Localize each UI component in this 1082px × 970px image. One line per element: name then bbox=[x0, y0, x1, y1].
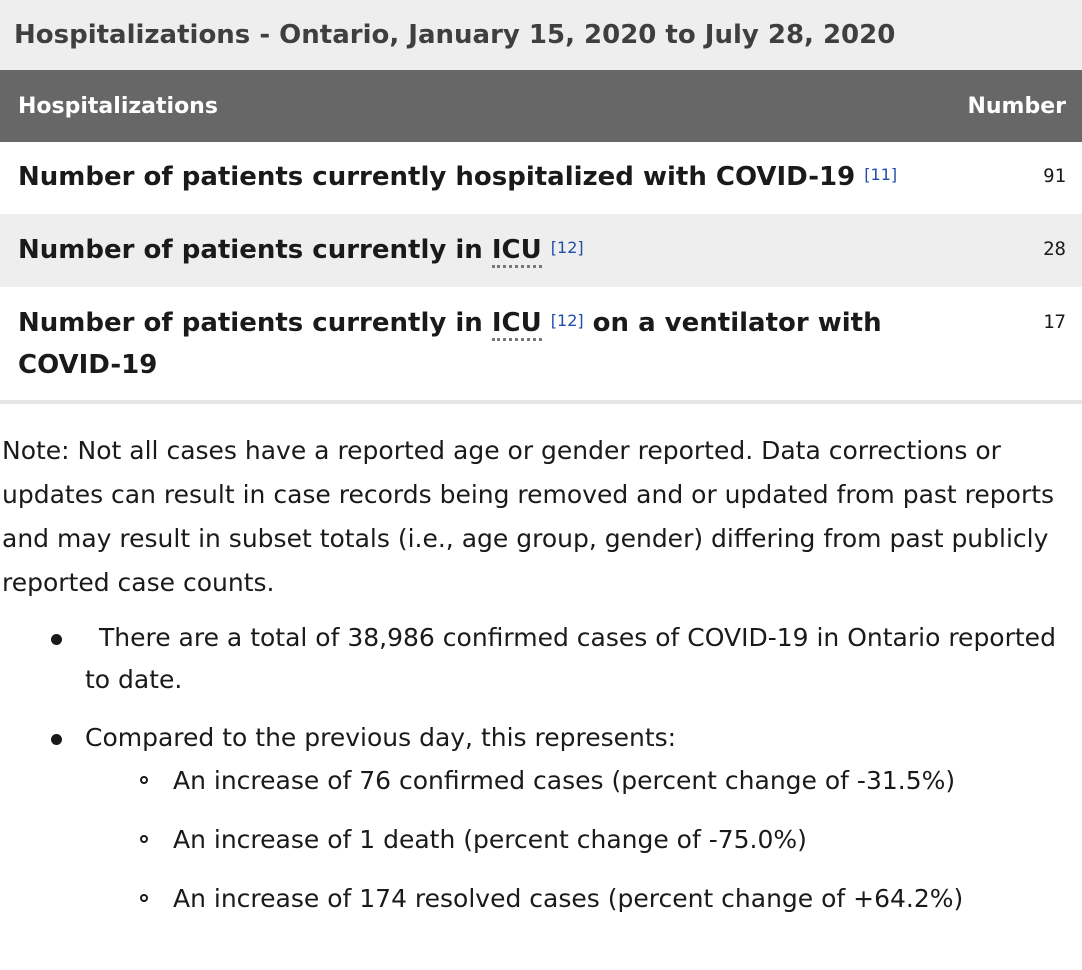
list-item-text: Compared to the previous day, this repre… bbox=[85, 723, 677, 752]
summary-list: There are a total of 38,986 confirmed ca… bbox=[0, 617, 1082, 921]
icu-abbreviation[interactable]: ICU bbox=[491, 235, 542, 268]
sub-list-item-text: An increase of 1 death (percent change o… bbox=[173, 825, 807, 854]
hospitalizations-table: Hospitalizations - Ontario, January 15, … bbox=[0, 0, 1082, 404]
row-value: 91 bbox=[1043, 165, 1066, 187]
list-item: There are a total of 38,986 confirmed ca… bbox=[0, 617, 1082, 701]
row-label-text: Number of patients currently hospitalize… bbox=[18, 162, 856, 192]
row-value: 28 bbox=[1043, 238, 1066, 260]
row-label: Number of patients currently hospitalize… bbox=[18, 156, 897, 198]
icu-abbreviation[interactable]: ICU bbox=[491, 308, 542, 341]
sub-list: An increase of 76 confirmed cases (perce… bbox=[85, 759, 1082, 921]
column-header-number: Number bbox=[967, 93, 1066, 119]
sub-list-item-text: An increase of 174 resolved cases (perce… bbox=[173, 884, 964, 913]
row-label-text: Number of patients currently in bbox=[18, 235, 492, 265]
row-label: Number of patients currently in ICU [12]… bbox=[18, 302, 938, 386]
sub-list-item-text: An increase of 76 confirmed cases (perce… bbox=[173, 766, 956, 795]
list-item: Compared to the previous day, this repre… bbox=[0, 717, 1082, 921]
row-value: 17 bbox=[1043, 311, 1066, 333]
sub-list-item: An increase of 1 death (percent change o… bbox=[85, 818, 1082, 862]
sub-list-item: An increase of 174 resolved cases (perce… bbox=[85, 877, 1082, 921]
sub-list-item: An increase of 76 confirmed cases (perce… bbox=[85, 759, 1082, 803]
bullet-icon bbox=[51, 634, 62, 645]
table-header-row: Hospitalizations Number bbox=[0, 70, 1082, 142]
note-paragraph: Note: Not all cases have a reported age … bbox=[2, 436, 1055, 597]
reference-link-12[interactable]: [12] bbox=[550, 238, 584, 257]
circle-bullet-icon bbox=[140, 776, 148, 784]
table-row-icu-ventilator: Number of patients currently in ICU [12]… bbox=[0, 287, 1082, 404]
bullet-icon bbox=[51, 734, 62, 745]
row-label-text: Number of patients currently in bbox=[18, 308, 492, 338]
circle-bullet-icon bbox=[140, 835, 148, 843]
table-row-icu: Number of patients currently in ICU [12]… bbox=[0, 214, 1082, 287]
reference-link-11[interactable]: [11] bbox=[864, 165, 898, 184]
column-header-hospitalizations: Hospitalizations bbox=[18, 93, 218, 119]
row-label-text: on a ventilator with COVID-19 bbox=[18, 308, 882, 380]
circle-bullet-icon bbox=[140, 894, 148, 902]
table-caption: Hospitalizations - Ontario, January 15, … bbox=[0, 0, 1082, 70]
row-label: Number of patients currently in ICU [12] bbox=[18, 229, 584, 271]
table-row-hospitalized: Number of patients currently hospitalize… bbox=[0, 142, 1082, 214]
reference-link-12[interactable]: [12] bbox=[550, 311, 584, 330]
list-item-text: There are a total of 38,986 confirmed ca… bbox=[85, 623, 1056, 694]
